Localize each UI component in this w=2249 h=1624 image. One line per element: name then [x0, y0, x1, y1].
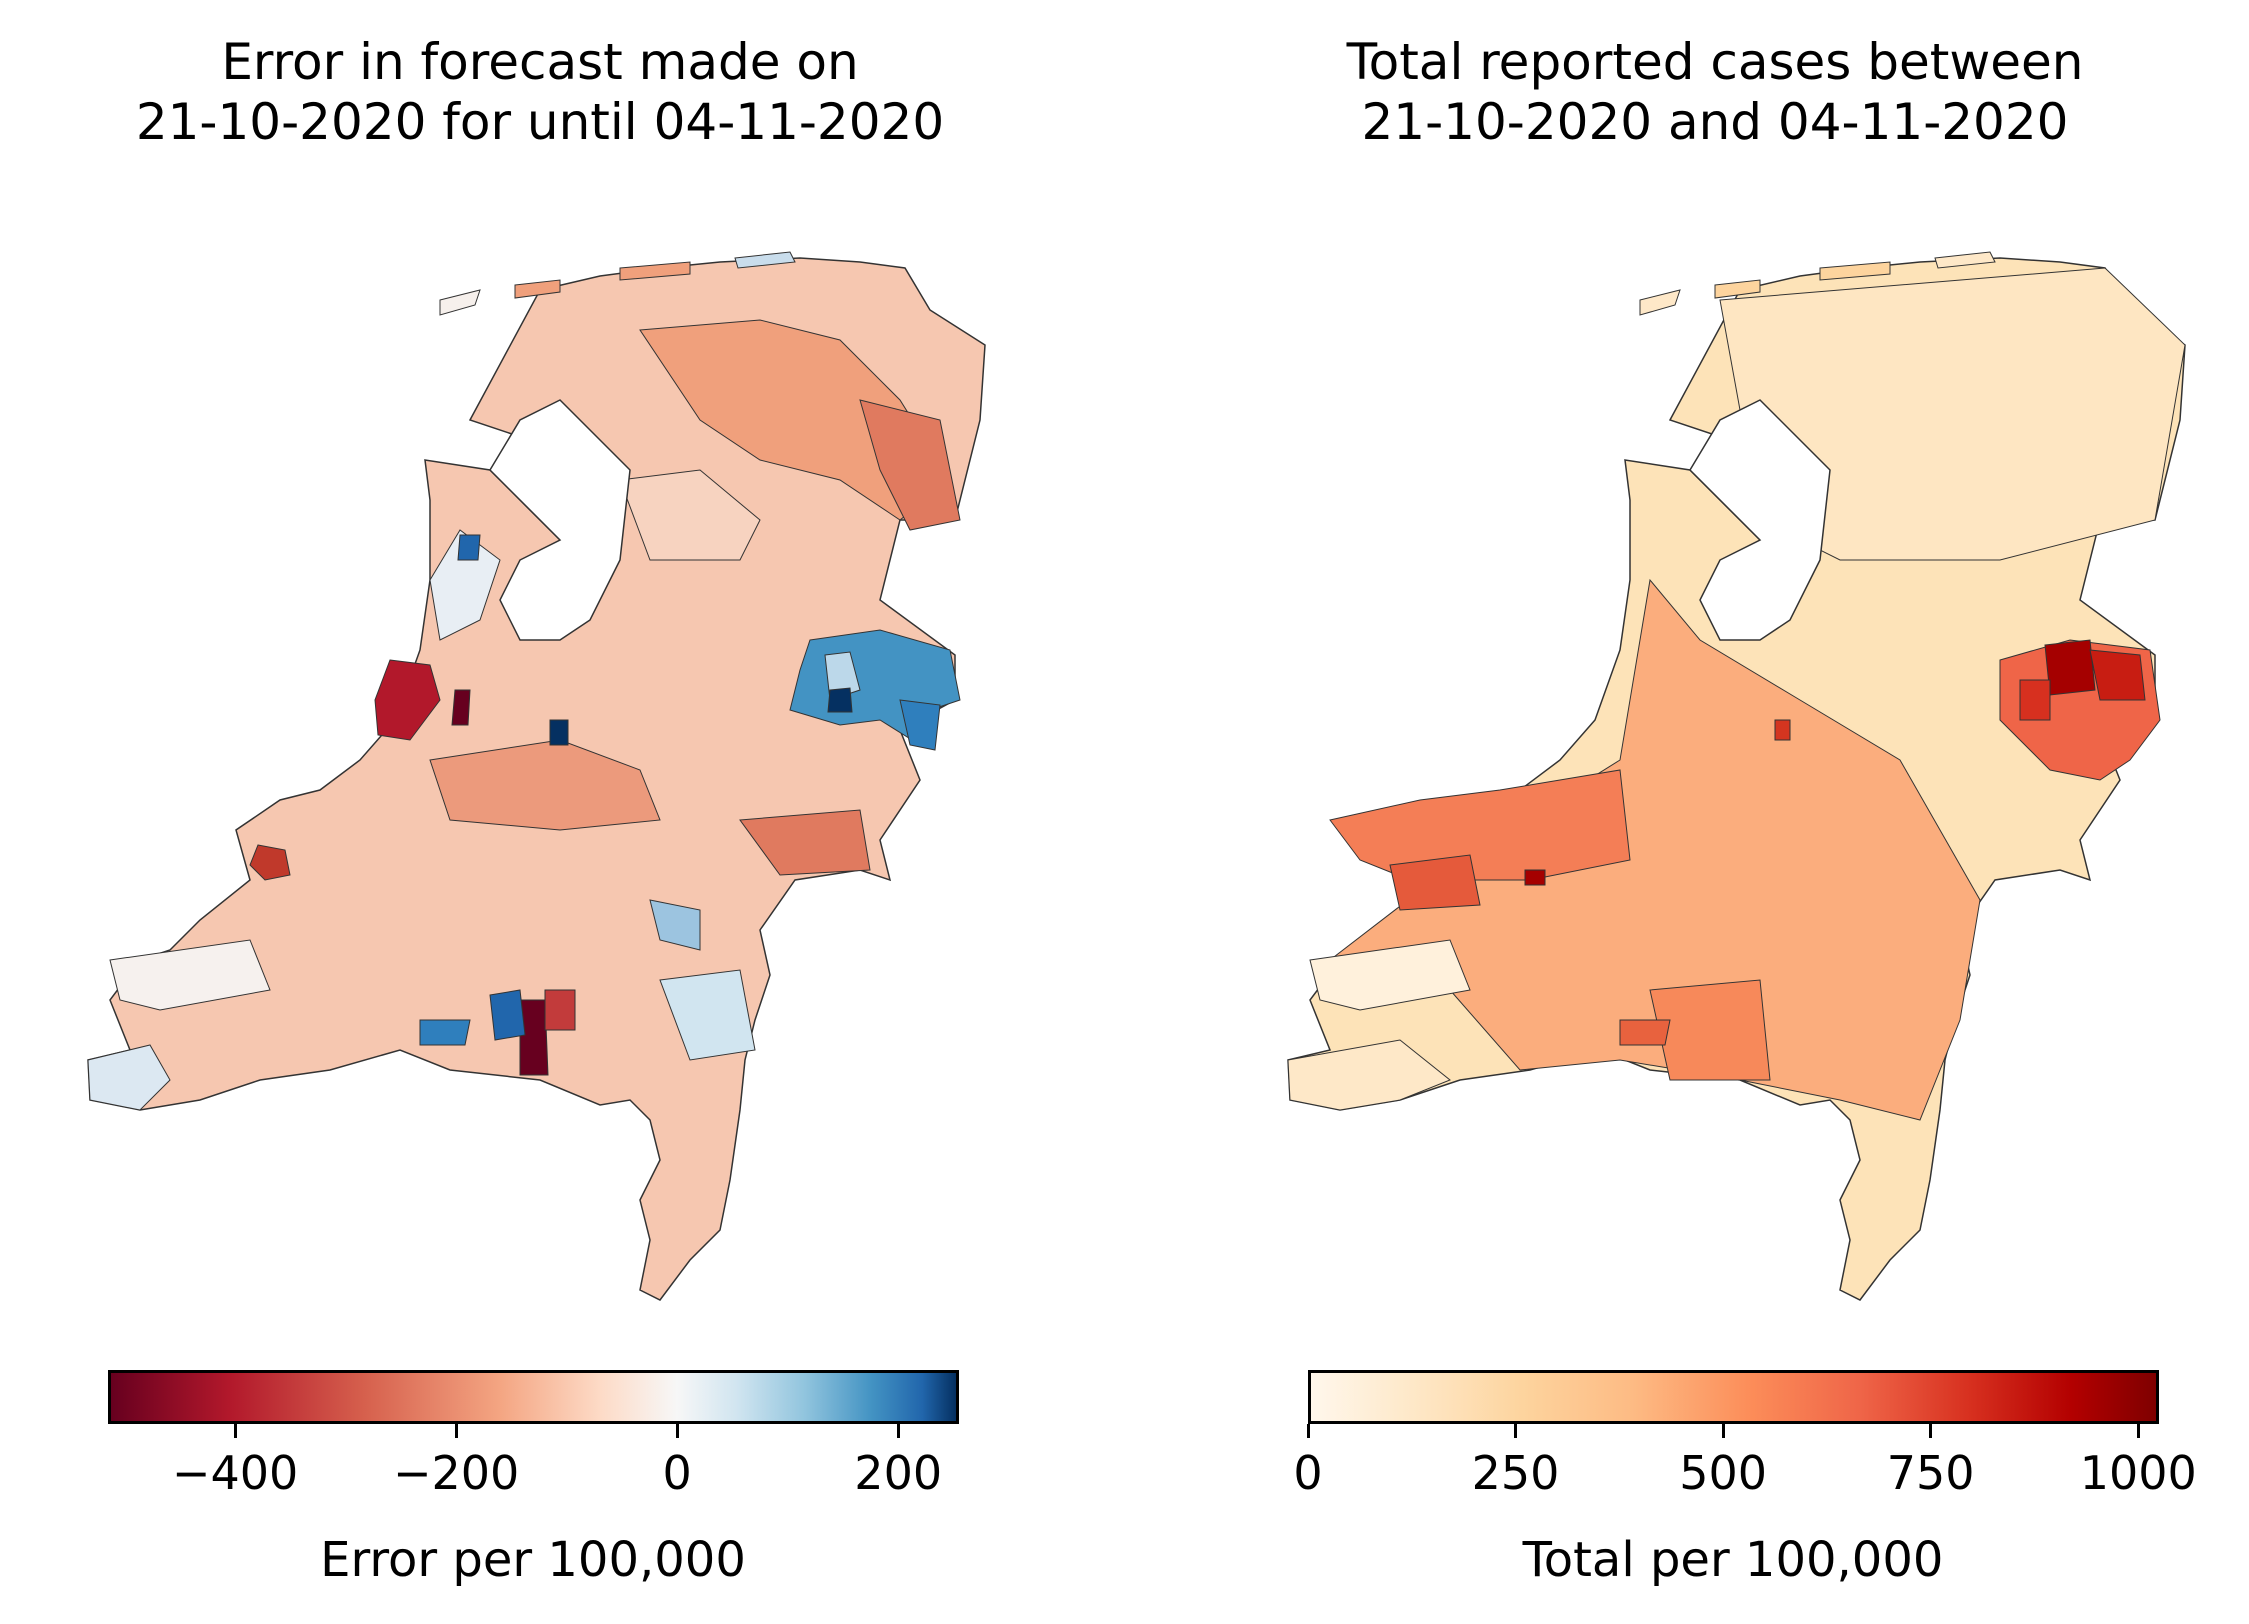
right-colorbar-label: Total per 100,000 — [1522, 1532, 1944, 1588]
right-tick-label: 0 — [1293, 1446, 1323, 1500]
left-colorbar — [108, 1370, 959, 1424]
right-tick-label: 1000 — [2079, 1446, 2197, 1500]
left-tick-label: −400 — [171, 1446, 299, 1500]
right-tick-mark — [1929, 1424, 1933, 1438]
left-tick-mark — [233, 1424, 237, 1438]
right-map-title: Total reported cases between 21-10-2020 … — [1346, 33, 2084, 151]
right-tick-label: 750 — [1886, 1446, 1975, 1500]
right-colorbar — [1308, 1370, 2159, 1424]
right-tick-label: 250 — [1471, 1446, 1560, 1500]
right-tick-mark — [1514, 1424, 1518, 1438]
left-colorbar-label: Error per 100,000 — [320, 1532, 746, 1588]
left-tick-label: −200 — [392, 1446, 520, 1500]
left-tick-mark — [675, 1424, 679, 1438]
right-map — [1287, 251, 2186, 1301]
right-tick-label: 500 — [1679, 1446, 1768, 1500]
left-tick-label: 0 — [662, 1446, 692, 1500]
right-tick-mark — [2136, 1424, 2140, 1438]
left-tick-label: 200 — [854, 1446, 943, 1500]
left-map — [87, 251, 986, 1301]
left-tick-mark — [896, 1424, 900, 1438]
left-tick-mark — [454, 1424, 458, 1438]
left-map-title: Error in forecast made on 21-10-2020 for… — [135, 33, 945, 151]
right-tick-mark — [1306, 1424, 1310, 1438]
right-tick-mark — [1721, 1424, 1725, 1438]
